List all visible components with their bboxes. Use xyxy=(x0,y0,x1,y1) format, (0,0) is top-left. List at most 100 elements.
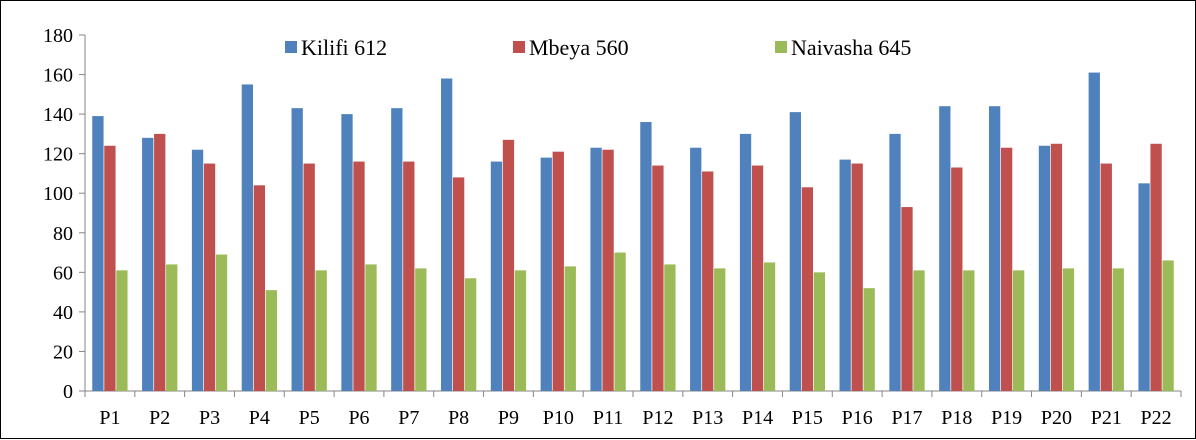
ticks-layer: 0 20 40 60 80 100 120 140 160 180 P1 P2 P3 P4 P5 P6 P7 P8… xyxy=(43,25,1182,429)
legend-label: Kilifi 612 xyxy=(301,35,387,60)
bar-kilifi-p4 xyxy=(241,84,254,391)
y-tick-label: 160 xyxy=(43,65,73,87)
x-tick-label: P22 xyxy=(1141,407,1172,429)
bar-kilifi-p8 xyxy=(440,78,453,391)
x-tick-label: P14 xyxy=(742,407,773,429)
x-tick-label: P17 xyxy=(891,407,922,429)
bar-mbeya-p11 xyxy=(602,149,614,391)
x-tick-label: P18 xyxy=(941,407,972,429)
x-tick-label: P7 xyxy=(398,407,419,429)
y-tick-label: 60 xyxy=(53,262,73,284)
bar-kilifi-p14 xyxy=(739,133,752,391)
bar-mbeya-p3 xyxy=(203,163,216,391)
x-tick-label: P21 xyxy=(1091,407,1122,429)
bar-kilifi-p2 xyxy=(142,137,154,391)
bar-mbeya-p13 xyxy=(702,171,714,391)
bar-naivasha-p19 xyxy=(1012,270,1025,391)
y-tick-label: 20 xyxy=(53,341,73,363)
x-tick-label: P20 xyxy=(1041,407,1072,429)
bar-kilifi-p10 xyxy=(540,157,552,391)
bar-mbeya-p20 xyxy=(1050,143,1063,391)
bar-naivasha-p3 xyxy=(215,254,228,391)
bar-naivasha-p9 xyxy=(514,270,527,391)
bar-naivasha-p10 xyxy=(564,266,576,391)
bar-kilifi-p19 xyxy=(988,106,1001,391)
legend-swatch xyxy=(513,41,525,53)
x-tick-label: P15 xyxy=(792,407,823,429)
bar-mbeya-p21 xyxy=(1100,163,1112,391)
x-tick-label: P2 xyxy=(149,407,170,429)
bar-mbeya-p18 xyxy=(951,167,963,391)
legend-swatch xyxy=(285,41,297,53)
bar-mbeya-p12 xyxy=(652,165,664,391)
bar-naivasha-p16 xyxy=(863,288,875,391)
x-tick-label: P4 xyxy=(249,407,270,429)
bar-mbeya-p16 xyxy=(851,163,863,391)
bar-naivasha-p2 xyxy=(166,264,178,391)
y-tick-label: 40 xyxy=(53,302,73,324)
bar-mbeya-p8 xyxy=(452,177,465,391)
y-tick-label: 80 xyxy=(53,223,73,245)
bar-naivasha-p12 xyxy=(664,264,676,391)
bar-kilifi-p22 xyxy=(1138,183,1150,391)
y-tick-label: 140 xyxy=(43,104,73,126)
bar-kilifi-p21 xyxy=(1088,72,1100,392)
x-tick-label: P5 xyxy=(299,407,320,429)
x-tick-label: P10 xyxy=(543,407,574,429)
bar-kilifi-p3 xyxy=(191,149,204,391)
bar-mbeya-p4 xyxy=(253,185,266,391)
bar-mbeya-p17 xyxy=(901,207,913,391)
bar-kilifi-p9 xyxy=(490,161,503,391)
bar-kilifi-p20 xyxy=(1038,145,1051,391)
legend: Kilifi 612 Mbeya 560 Naivasha 645 xyxy=(285,35,911,60)
bar-mbeya-p19 xyxy=(1000,147,1013,391)
bar-mbeya-p14 xyxy=(751,165,764,391)
bar-kilifi-p7 xyxy=(391,108,403,391)
bar-mbeya-p5 xyxy=(303,163,315,391)
x-tick-label: P8 xyxy=(448,407,469,429)
bar-naivasha-p20 xyxy=(1062,268,1075,391)
bar-naivasha-p13 xyxy=(714,268,726,391)
x-tick-label: P1 xyxy=(99,407,120,429)
bar-naivasha-p18 xyxy=(963,270,975,391)
x-tick-label: P11 xyxy=(593,407,623,429)
x-tick-label: P3 xyxy=(199,407,220,429)
bar-naivasha-p1 xyxy=(116,270,128,391)
bar-mbeya-p15 xyxy=(801,187,814,391)
bar-kilifi-p12 xyxy=(640,122,652,392)
bar-kilifi-p13 xyxy=(690,147,702,391)
bars-layer xyxy=(92,72,1174,392)
x-tick-label: P13 xyxy=(692,407,723,429)
legend-label: Naivasha 645 xyxy=(791,35,911,60)
y-tick-label: 120 xyxy=(43,144,73,166)
bar-naivasha-p21 xyxy=(1112,268,1124,391)
bar-mbeya-p10 xyxy=(552,151,564,391)
bar-naivasha-p17 xyxy=(913,270,925,391)
bar-mbeya-p2 xyxy=(154,133,166,391)
bar-naivasha-p14 xyxy=(763,262,776,391)
y-tick-label: 0 xyxy=(63,381,73,403)
x-tick-label: P16 xyxy=(842,407,873,429)
x-tick-label: P12 xyxy=(642,407,673,429)
y-tick-label: 100 xyxy=(43,183,73,205)
bar-naivasha-p15 xyxy=(813,272,826,391)
bar-mbeya-p6 xyxy=(353,161,365,391)
bar-kilifi-p17 xyxy=(889,133,901,391)
x-tick-label: P9 xyxy=(498,407,519,429)
legend-swatch xyxy=(775,41,787,53)
x-tick-label: P6 xyxy=(348,407,369,429)
bar-mbeya-p9 xyxy=(502,139,515,391)
bar-mbeya-p1 xyxy=(104,145,116,391)
bar-mbeya-p7 xyxy=(403,161,415,391)
bar-naivasha-p5 xyxy=(315,270,327,391)
bar-kilifi-p16 xyxy=(839,159,851,391)
bar-naivasha-p11 xyxy=(614,252,626,391)
x-tick-label: P19 xyxy=(991,407,1022,429)
bar-kilifi-p18 xyxy=(939,106,951,391)
bar-naivasha-p22 xyxy=(1162,260,1174,391)
y-tick-label: 180 xyxy=(43,25,73,47)
bar-kilifi-p1 xyxy=(92,116,104,391)
bar-kilifi-p15 xyxy=(789,112,802,391)
